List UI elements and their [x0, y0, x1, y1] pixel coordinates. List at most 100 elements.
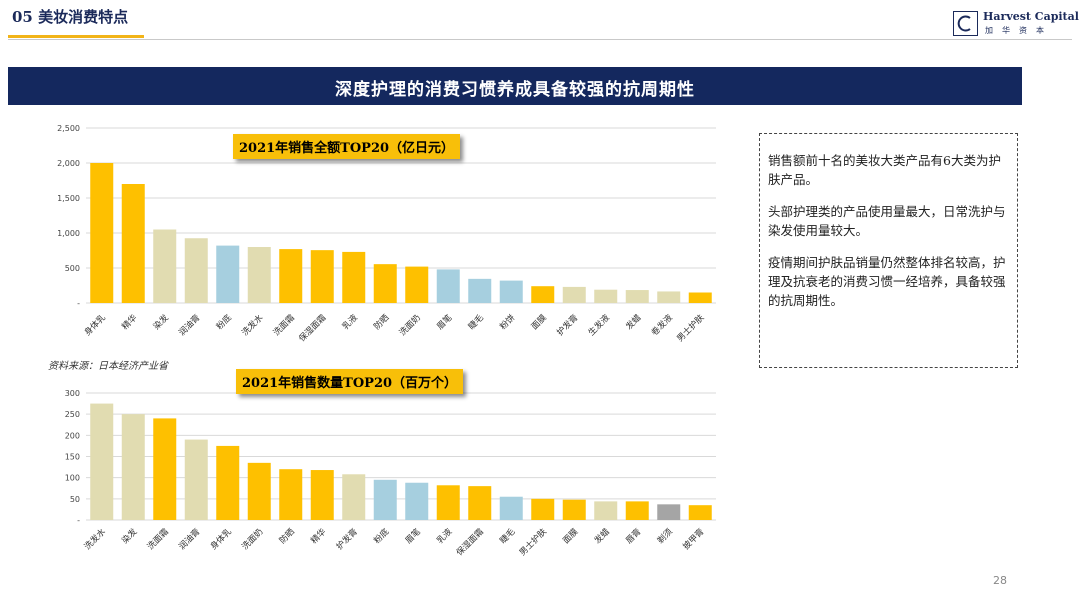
- x-tick-label: 洗面霜: [271, 312, 297, 338]
- y-tick-label: 100: [65, 474, 80, 483]
- x-tick-label: 保湿面霜: [454, 526, 486, 558]
- x-tick-label: 洗面奶: [397, 312, 423, 338]
- x-tick-label: 精华: [120, 312, 140, 332]
- y-tick-label: 2,500: [57, 124, 80, 133]
- x-tick-label: 精华: [309, 526, 329, 546]
- bar: [688, 292, 712, 303]
- bar: [531, 286, 555, 303]
- bar: [625, 290, 649, 303]
- bar: [405, 482, 429, 520]
- y-tick-label: 250: [65, 410, 80, 419]
- bar: [562, 286, 586, 303]
- bar: [625, 501, 649, 520]
- x-tick-label: 面膜: [561, 526, 581, 546]
- bar: [184, 439, 208, 520]
- title-banner: 深度护理的消费习惯养成具备较强的抗周期性: [8, 67, 1022, 105]
- bar: [468, 278, 492, 303]
- bar: [247, 247, 271, 303]
- bar: [310, 250, 334, 303]
- x-tick-label: 发蜡: [624, 312, 644, 332]
- x-tick-label: 男士护肤: [675, 312, 707, 344]
- bar: [153, 418, 177, 520]
- bar: [216, 445, 240, 520]
- bar: [657, 504, 681, 520]
- banner-title: 深度护理的消费习惯养成具备较强的抗周期性: [335, 80, 695, 100]
- bar: [90, 163, 114, 303]
- bar: [247, 462, 271, 520]
- sales-amount-chart: -5001,0001,5002,0002,500身体乳 精华 染发 润油膏 粉底 洗发水洗…: [57, 124, 716, 344]
- y-tick-label: -: [77, 516, 80, 525]
- bar: [373, 264, 397, 303]
- x-tick-label: 粉饼: [498, 312, 518, 332]
- x-tick-label: 身体乳: [82, 312, 108, 338]
- y-tick-label: 2,000: [57, 159, 80, 168]
- insight-note-1: 销售额前十名的美妆大类产品有6大类为护肤产品。: [768, 153, 1001, 187]
- harvest-capital-logo-icon: [953, 11, 978, 36]
- bar: [121, 184, 145, 303]
- y-tick-label: -: [77, 299, 80, 308]
- x-tick-label: 卷发液: [649, 312, 675, 338]
- insight-notes-box: 销售额前十名的美妆大类产品有6大类为护肤产品。 头部护理类的产品使用量最大，日常…: [759, 133, 1018, 368]
- sales-volume-chart: - 50 100 150 200 250 300 洗发水 染发 洗面霜 润油膏 身体乳 洗面奶 防晒 精华护…: [65, 389, 716, 558]
- x-tick-label: 睫毛: [466, 312, 486, 332]
- header-divider: [8, 39, 1072, 40]
- x-tick-label: 男士护肤: [517, 526, 549, 558]
- bar: [310, 470, 334, 520]
- bar: [153, 229, 177, 303]
- x-tick-label: 披甲膏: [681, 526, 707, 552]
- x-tick-label: 剃须: [655, 526, 675, 546]
- y-tick-label: 300: [65, 389, 80, 398]
- x-tick-label: 粉底: [214, 312, 234, 332]
- logo-name: Harvest Capital: [983, 10, 1079, 23]
- x-tick-label: 面膜: [529, 312, 549, 332]
- x-tick-label: 乳液: [435, 526, 455, 546]
- section-title-underline: [8, 35, 144, 38]
- x-tick-label: 洗面奶: [240, 526, 266, 552]
- bar: [90, 403, 114, 520]
- bar: [531, 498, 555, 520]
- bar: [373, 479, 397, 520]
- bar: [121, 414, 145, 520]
- logo-subtitle: 加华资本: [985, 26, 1053, 35]
- y-tick-label: 150: [65, 453, 80, 462]
- x-tick-label: 染发: [120, 526, 140, 546]
- bar: [594, 501, 618, 520]
- x-tick-label: 发蜡: [592, 526, 612, 546]
- x-tick-label: 护发膏: [555, 312, 581, 338]
- x-tick-label: 防晒: [372, 312, 392, 332]
- x-tick-label: 睫毛: [498, 526, 518, 546]
- bar: [436, 485, 460, 520]
- y-tick-label: 1,500: [57, 194, 80, 203]
- y-tick-label: 500: [65, 264, 80, 273]
- bar: [499, 280, 523, 303]
- y-tick-label: 50: [70, 495, 80, 504]
- source-note: 资料来源：日本经济产业省: [48, 361, 168, 372]
- x-tick-label: 洗发水: [82, 526, 108, 552]
- bar: [342, 251, 366, 303]
- bar: [594, 289, 618, 303]
- page-number: 28: [993, 574, 1007, 587]
- x-tick-label: 唇膏: [624, 526, 644, 546]
- y-tick-label: 1,000: [57, 229, 80, 238]
- bar: [342, 474, 366, 520]
- bar: [184, 238, 208, 303]
- section-title: 05 美妆消费特点: [12, 8, 129, 26]
- x-tick-label: 护发膏: [334, 526, 360, 552]
- x-tick-label: 保湿面霜: [297, 312, 329, 344]
- bar: [405, 266, 429, 303]
- x-tick-label: 染发: [151, 312, 171, 332]
- sales-volume-chart-title: 2021年销售数量TOP20（百万个）: [236, 369, 464, 394]
- bar: [279, 469, 303, 520]
- bar: [688, 505, 712, 520]
- x-tick-label: 乳液: [340, 312, 360, 332]
- x-tick-label: 洗面霜: [145, 526, 171, 552]
- x-tick-label: 洗发水: [240, 312, 266, 338]
- x-tick-label: 粉底: [372, 526, 392, 546]
- x-tick-label: 眉笔: [435, 312, 455, 332]
- y-tick-label: 200: [65, 431, 80, 440]
- bar: [216, 245, 240, 303]
- bar: [436, 269, 460, 303]
- insight-note-2: 头部护理类的产品使用量最大，日常洗护与染发使用量较大。: [768, 204, 1006, 238]
- x-tick-label: 眉笔: [403, 526, 423, 546]
- x-tick-label: 防晒: [277, 526, 297, 546]
